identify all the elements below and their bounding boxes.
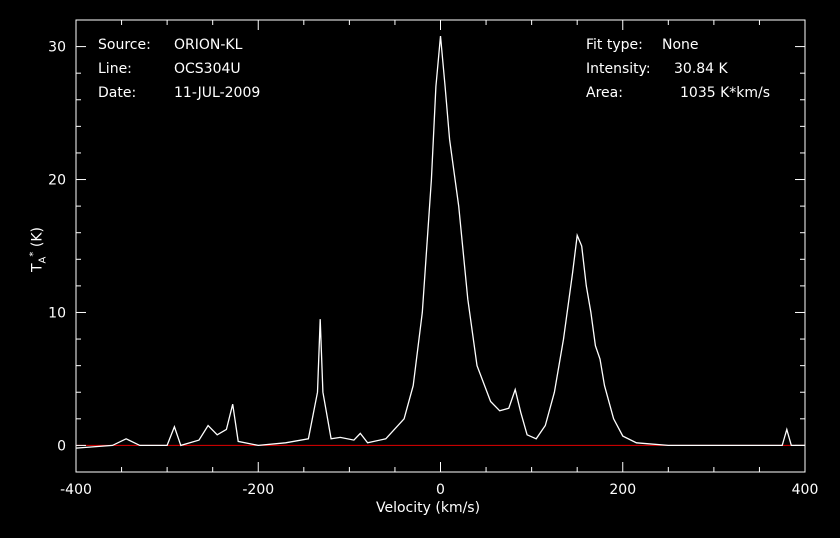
x-axis-title: Velocity (km/s) — [376, 500, 481, 516]
fit-type-label: Fit type: — [586, 37, 643, 53]
spectrum-line — [75, 35, 805, 449]
intensity-value: 30.84 K — [674, 61, 728, 77]
y-axis-title-sup: * — [28, 251, 39, 257]
x-tick-label: 200 — [609, 482, 636, 498]
y-tick-label: 20 — [48, 173, 66, 189]
fit-type-value: None — [662, 37, 699, 53]
x-tick-label: 0 — [436, 482, 445, 498]
date-value: 11-JUL-2009 — [174, 85, 261, 101]
source-value: ORION-KL — [174, 37, 243, 53]
y-axis-title: TA* (K) — [28, 227, 48, 272]
x-tick-label: -200 — [242, 482, 274, 498]
y-axis-title-unit: (K) — [29, 227, 46, 252]
source-label: Source: — [98, 37, 151, 53]
area-label: Area: — [586, 85, 623, 101]
y-tick-label: 10 — [48, 305, 66, 321]
x-tick-label: -400 — [60, 482, 92, 498]
line-label: Line: — [98, 61, 132, 77]
line-value: OCS304U — [174, 61, 241, 77]
y-tick-label: 0 — [57, 438, 66, 454]
date-label: Date: — [98, 85, 137, 101]
area-value: 1035 K*km/s — [680, 85, 771, 101]
x-tick-label: 400 — [792, 482, 819, 498]
y-axis-title-sub: A — [37, 256, 49, 264]
y-tick-label: 30 — [48, 40, 66, 56]
y-axis-title-main: T — [29, 263, 46, 272]
intensity-label: Intensity: — [586, 61, 651, 77]
